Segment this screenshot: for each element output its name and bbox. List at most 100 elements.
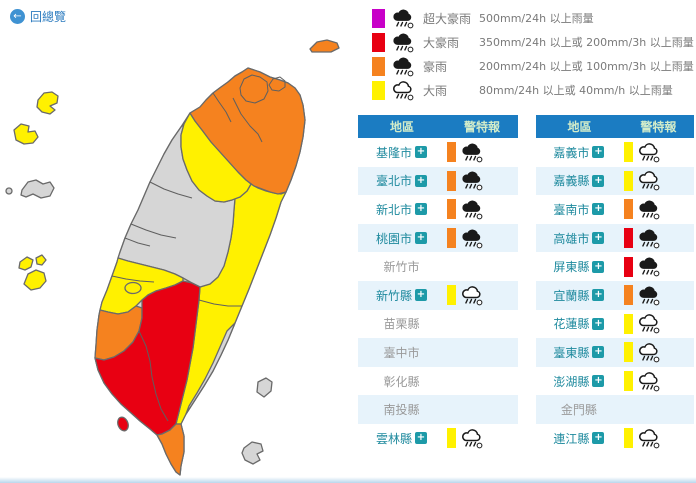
table-row[interactable]: 新北市 + [358,195,518,224]
expand-plus-icon[interactable]: + [592,203,605,216]
legend-item: 大豪雨 350mm/24h 以上或 200mm/3h 以上雨量 [372,30,694,54]
region-label: 臺南市 [553,202,590,217]
map-region-chiayi-city[interactable] [124,281,142,295]
expand-plus-icon[interactable]: + [414,232,427,245]
table-row[interactable]: 金門縣 [536,395,694,424]
table-row[interactable]: 臺南市 + [536,195,694,224]
region-label: 澎湖縣 [553,374,590,389]
table-row[interactable]: 臺北市 + [358,166,518,196]
table-row[interactable]: 宜蘭縣 + [536,280,694,310]
expand-plus-icon[interactable]: + [592,174,605,187]
table-row[interactable]: 連江縣 + [536,424,694,453]
map-region-matsu-b[interactable] [13,123,39,145]
column-header-warning: 警特報 [463,120,500,134]
warning-color-bar [623,342,633,363]
rain-light-cloud-icon [460,285,484,306]
expand-plus-icon[interactable]: + [592,146,605,159]
map-region-kaohsiung-pingtung[interactable] [94,280,201,436]
expand-plus-icon[interactable]: + [414,432,427,445]
legend-color-swatch [372,8,385,28]
rain-dark-cloud-icon [391,32,417,53]
warning-cell [622,285,694,306]
table-row[interactable]: 桃園市 + [358,223,518,253]
region-cell: 臺南市 + [536,201,622,218]
expand-plus-icon[interactable]: + [592,375,605,388]
map-region-matsu-a[interactable] [36,91,59,115]
expand-plus-icon[interactable]: + [414,146,427,159]
rain-dark-cloud-icon [460,170,484,191]
map-region-kinmen-islet[interactable] [5,187,13,195]
table-row[interactable]: 苗栗縣 [358,310,518,339]
warning-color-bar [446,170,456,191]
map-region-green-island[interactable] [256,377,273,398]
table-row[interactable]: 澎湖縣 + [536,367,694,396]
back-to-overview-link[interactable]: ← 回總覽 [10,8,66,25]
legend-label: 大豪雨 [423,35,460,50]
table-row[interactable]: 臺中市 [358,338,518,367]
rain-light-cloud-icon [637,428,661,449]
map-region-hengchun-peninsula[interactable] [156,423,185,476]
table-row[interactable]: 臺東縣 + [536,338,694,367]
expand-plus-icon[interactable]: + [414,203,427,216]
rain-light-cloud-icon [460,428,484,449]
table-row[interactable]: 南投縣 [358,395,518,424]
table-row[interactable]: 屏東縣 + [536,252,694,281]
map-region-north-block[interactable] [189,67,306,195]
warning-cell [622,313,694,334]
expand-plus-icon[interactable]: + [592,432,605,445]
expand-plus-icon[interactable]: + [592,317,605,330]
region-cell: 金門縣 [536,401,622,418]
table-row[interactable]: 高雄市 + [536,223,694,253]
expand-plus-icon[interactable]: + [414,289,427,302]
table-row[interactable]: 新竹市 [358,252,518,281]
table-row[interactable]: 基隆市 + [358,138,518,167]
rain-dark-cloud-icon [391,8,417,29]
table-row[interactable]: 花蓮縣 + [536,310,694,339]
warning-cell [622,199,694,220]
column-header-region: 地區 [567,120,592,134]
expand-plus-icon[interactable]: + [414,174,427,187]
table-row[interactable]: 彰化縣 [358,367,518,396]
map-region-penghu-c[interactable] [23,269,47,291]
region-label: 嘉義市 [553,145,590,160]
map-region-diaoyutai[interactable] [309,39,340,53]
table-row[interactable]: 嘉義縣 + [536,166,694,196]
warning-color-bar [446,199,456,220]
rain-dark-cloud-icon [637,285,661,306]
warning-table-left: 地區 警特報 基隆市 + 臺北市 + 新北市 + 桃園市 + 新竹市 [358,115,518,453]
map-region-kinmen[interactable] [20,179,55,199]
expand-plus-icon[interactable]: + [592,346,605,359]
warning-cell [445,142,518,163]
expand-plus-icon[interactable]: + [592,289,605,302]
region-cell: 新竹市 [358,258,445,275]
legend-desc: 500mm/24h 以上雨量 [479,12,594,25]
region-label: 雲林縣 [375,431,412,446]
expand-plus-icon[interactable]: + [592,260,605,273]
taiwan-warning-map [5,39,340,476]
warning-color-bar [623,285,633,306]
map-region-penghu-b[interactable] [35,254,47,266]
table-row[interactable]: 新竹縣 + [358,280,518,310]
back-arrow-icon[interactable]: ← [10,9,25,24]
expand-plus-icon[interactable]: + [592,232,605,245]
table-row[interactable]: 雲林縣 + [358,424,518,453]
rain-dark-cloud-icon [460,142,484,163]
table-header: 地區 警特報 [536,115,694,138]
region-cell: 雲林縣 + [358,430,445,447]
back-link-label[interactable]: 回總覽 [30,10,67,24]
map-region-liuqiu[interactable] [116,416,130,433]
map-region-orchid-island[interactable] [241,441,264,465]
warning-cell [622,228,694,249]
region-label: 基隆市 [375,145,412,160]
table-row[interactable]: 嘉義市 + [536,138,694,167]
region-cell: 高雄市 + [536,230,622,247]
warning-color-bar [446,285,456,306]
region-label: 新北市 [375,202,412,217]
region-cell: 臺東縣 + [536,344,622,361]
rain-light-cloud-icon [637,371,661,392]
rain-dark-cloud-icon [637,199,661,220]
warning-color-bar [446,228,456,249]
map-region-penghu-a[interactable] [18,256,34,271]
map-region-taitung-coast[interactable] [185,322,236,415]
warning-cell [445,285,518,306]
